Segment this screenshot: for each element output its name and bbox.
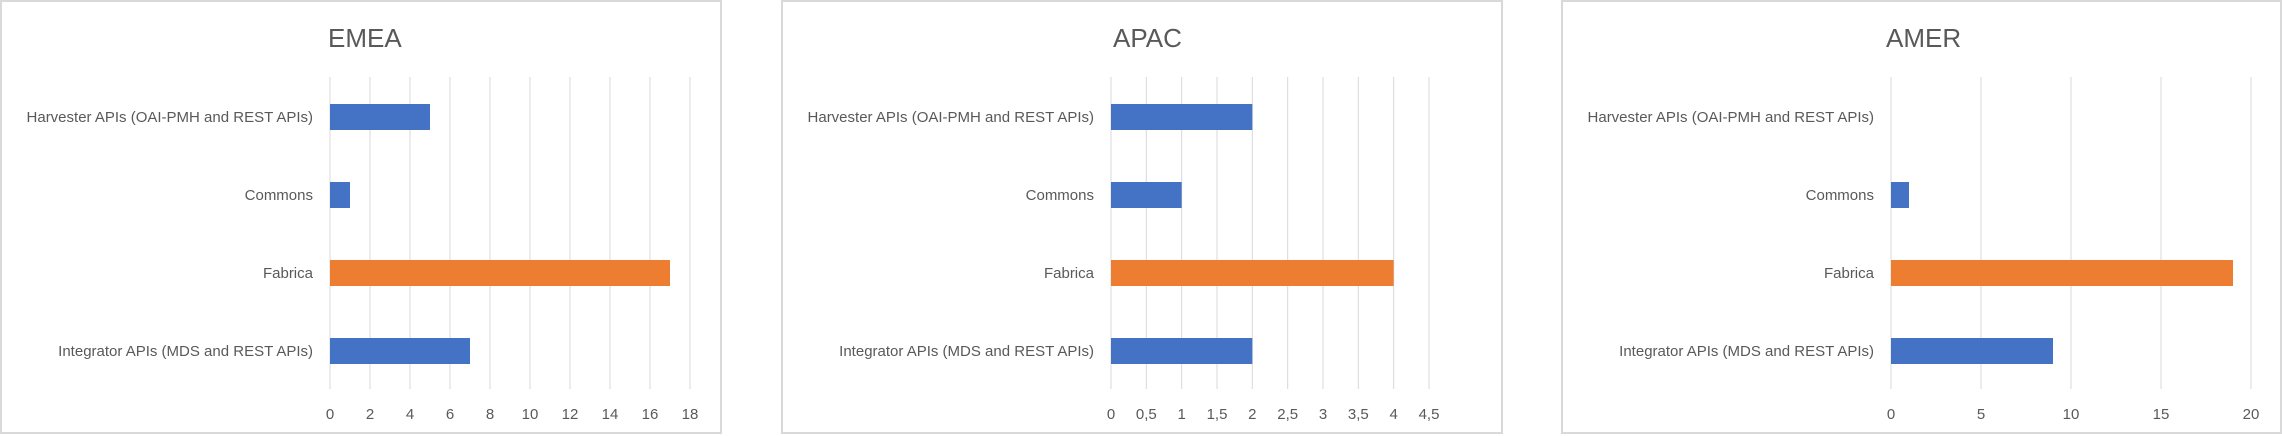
x-tick-label: 12 bbox=[562, 406, 579, 423]
chart-title: APAC bbox=[1113, 23, 1182, 53]
x-tick-label: 8 bbox=[486, 406, 494, 423]
bar-apac-2 bbox=[1111, 182, 1182, 208]
chart-svg-amer: AMER 0 5 10 15 20 Harvester APIs (OAI-PMH and … bbox=[1588, 23, 2260, 423]
category-label: Commons bbox=[245, 187, 313, 204]
x-tick-label: 2,5 bbox=[1277, 406, 1298, 423]
x-tick-label: 4,5 bbox=[1419, 406, 1440, 423]
x-tick-label: 10 bbox=[522, 406, 539, 423]
x-tick-label: 2 bbox=[1248, 406, 1256, 423]
category-label: Commons bbox=[1806, 187, 1874, 204]
bar-emea-2 bbox=[330, 182, 350, 208]
x-tick-label: 4 bbox=[406, 406, 414, 423]
category-label: Harvester APIs (OAI-PMH and REST APIs) bbox=[27, 109, 313, 126]
x-tick-label: 10 bbox=[2063, 406, 2080, 423]
chart-panel-apac: APAC 0 0,5 1 1,5 2 2,5 3 3,5 4 4,5 Harvester APIs (… bbox=[781, 0, 1503, 434]
bar-emea-1 bbox=[330, 104, 430, 130]
bar-amer-4 bbox=[1891, 338, 2053, 364]
x-tick-label: 2 bbox=[366, 406, 374, 423]
category-label: Harvester APIs (OAI-PMH and REST APIs) bbox=[808, 109, 1094, 126]
chart-panel-amer: AMER 0 5 10 15 20 Harvester APIs (OAI-PMH and … bbox=[1561, 0, 2282, 434]
x-tick-label: 18 bbox=[682, 406, 699, 423]
x-tick-label: 14 bbox=[602, 406, 619, 423]
x-tick-label: 5 bbox=[1977, 406, 1985, 423]
bar-apac-3 bbox=[1111, 260, 1394, 286]
x-tick-label: 0 bbox=[1107, 406, 1115, 423]
x-tick-label: 4 bbox=[1389, 406, 1397, 423]
x-tick-label: 16 bbox=[642, 406, 659, 423]
bar-apac-4 bbox=[1111, 338, 1253, 364]
x-tick-label: 1,5 bbox=[1207, 406, 1228, 423]
category-label: Integrator APIs (MDS and REST APIs) bbox=[58, 343, 313, 360]
x-tick-label: 3,5 bbox=[1348, 406, 1369, 423]
chart-panel-emea: EMEA 0 2 4 6 8 10 12 14 16 18 Harvester APIs (OAI-P… bbox=[0, 0, 722, 434]
chart-title: AMER bbox=[1886, 23, 1961, 53]
bar-amer-3 bbox=[1891, 260, 2233, 286]
category-label: Fabrica bbox=[263, 265, 314, 282]
bar-emea-4 bbox=[330, 338, 470, 364]
x-tick-label: 0,5 bbox=[1136, 406, 1157, 423]
bar-amer-2 bbox=[1891, 182, 1909, 208]
category-label: Integrator APIs (MDS and REST APIs) bbox=[1619, 343, 1874, 360]
category-label: Fabrica bbox=[1824, 265, 1875, 282]
x-tick-label: 0 bbox=[1887, 406, 1895, 423]
x-tick-label: 20 bbox=[2243, 406, 2260, 423]
chart-title: EMEA bbox=[328, 23, 402, 53]
chart-svg-apac: APAC 0 0,5 1 1,5 2 2,5 3 3,5 4 4,5 Harvester APIs (… bbox=[808, 23, 1440, 423]
category-label: Commons bbox=[1026, 187, 1094, 204]
bar-emea-3 bbox=[330, 260, 670, 286]
bar-apac-1 bbox=[1111, 104, 1253, 130]
x-tick-label: 6 bbox=[446, 406, 454, 423]
category-label: Harvester APIs (OAI-PMH and REST APIs) bbox=[1588, 109, 1874, 126]
x-tick-label: 3 bbox=[1319, 406, 1327, 423]
x-tick-label: 15 bbox=[2153, 406, 2170, 423]
category-label: Fabrica bbox=[1044, 265, 1095, 282]
category-label: Integrator APIs (MDS and REST APIs) bbox=[839, 343, 1094, 360]
x-tick-label: 0 bbox=[326, 406, 334, 423]
x-tick-label: 1 bbox=[1177, 406, 1185, 423]
chart-svg-emea: EMEA 0 2 4 6 8 10 12 14 16 18 Harvester APIs (OAI-P… bbox=[27, 23, 699, 423]
